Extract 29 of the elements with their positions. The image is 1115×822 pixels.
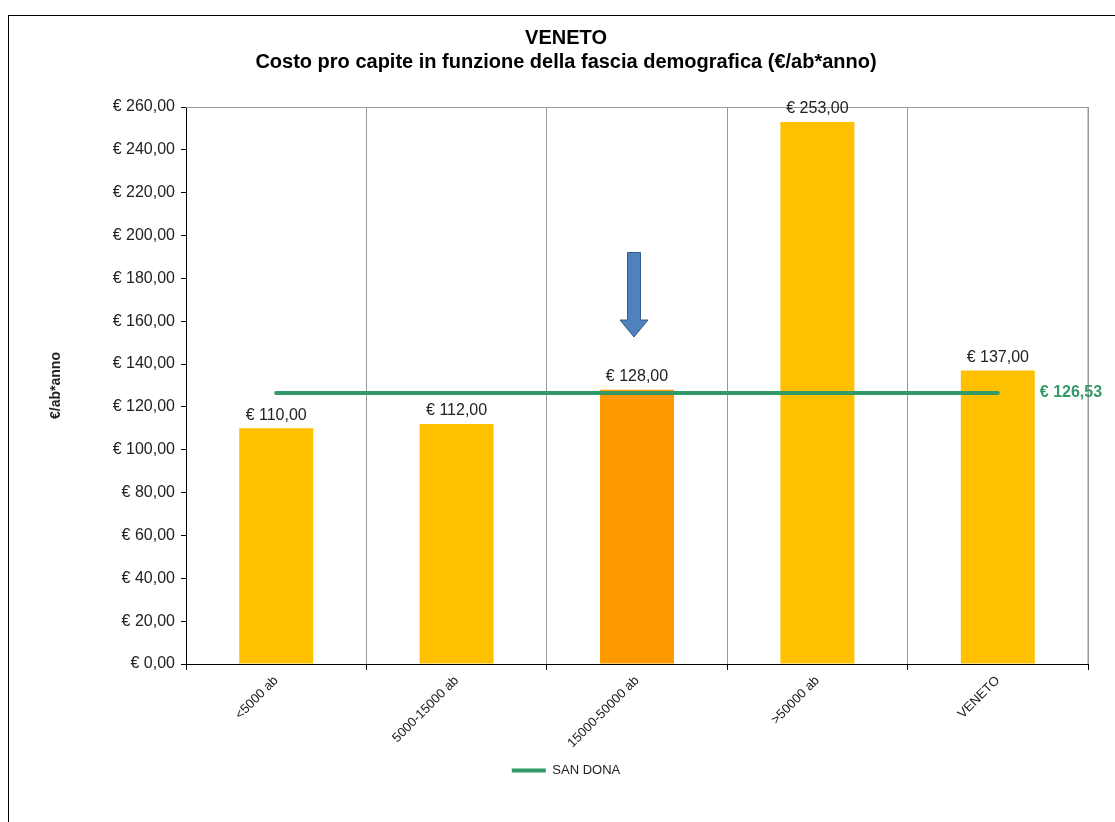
y-tick-label: € 200,00	[112, 225, 176, 243]
y-tick-label: € 40,00	[121, 568, 176, 586]
data-label: € 137,00	[966, 347, 1030, 365]
chart-title: VENETO	[525, 25, 607, 48]
data-label: € 110,00	[245, 405, 307, 423]
y-tick-label: € 220,00	[112, 183, 176, 201]
bar	[419, 424, 494, 664]
data-label: € 112,00	[426, 401, 488, 419]
y-tick-label: € 180,00	[112, 268, 176, 286]
y-tick-label: € 100,00	[112, 440, 176, 458]
legend-label: SAN DONA	[552, 762, 621, 778]
y-tick-label: € 140,00	[112, 354, 176, 372]
y-tick-label: € 0,00	[130, 654, 176, 672]
y-tick-label: € 20,00	[121, 611, 176, 629]
data-label: € 253,00	[786, 99, 849, 117]
bar	[960, 370, 1035, 664]
y-tick-label: € 80,00	[121, 483, 176, 501]
bar	[780, 122, 855, 664]
bar	[239, 428, 314, 664]
y-tick-label: € 160,00	[112, 311, 176, 329]
y-tick-label: € 260,00	[112, 97, 176, 115]
y-axis-title: €/ab*anno	[47, 352, 64, 419]
annotation: € 126,53	[1039, 383, 1103, 401]
bar	[600, 389, 674, 664]
chart-subtitle: Costo pro capite in funzione della fascia demografica (€/ab*anno)	[255, 49, 877, 72]
y-tick-label: € 60,00	[121, 525, 176, 543]
y-tick-label: € 240,00	[112, 140, 176, 158]
y-tick-label: € 120,00	[112, 397, 176, 415]
data-label: € 128,00	[605, 367, 669, 385]
